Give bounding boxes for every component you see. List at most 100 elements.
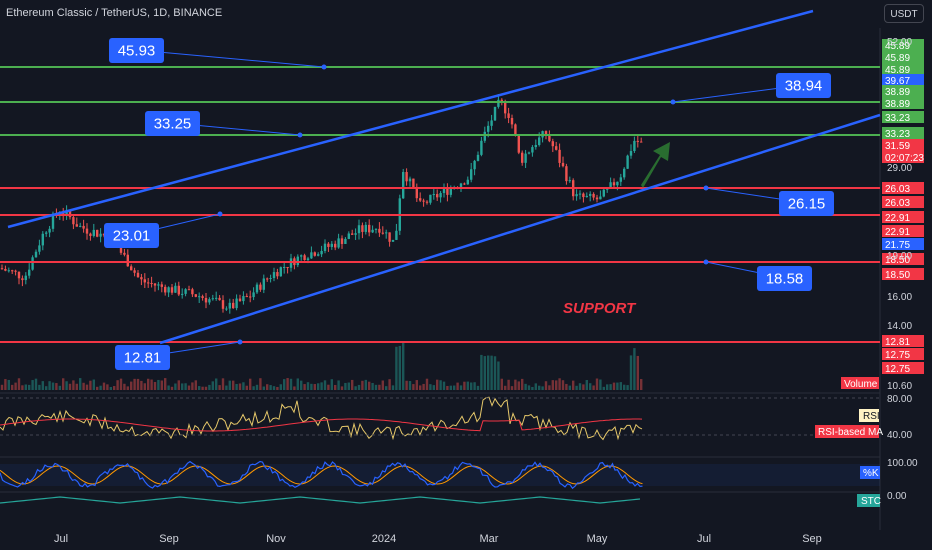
volume-bar xyxy=(177,380,180,390)
volume-bar xyxy=(473,382,476,390)
price-tag-label: 31.59 xyxy=(885,141,910,152)
candle xyxy=(204,297,208,303)
candle xyxy=(79,225,82,227)
volume-bar xyxy=(636,355,639,390)
volume-bar xyxy=(521,378,524,390)
volume-bar xyxy=(640,379,643,390)
volume-bar xyxy=(119,378,123,390)
volume-bar xyxy=(606,384,609,390)
candle xyxy=(565,166,568,182)
volume-bar xyxy=(286,378,289,390)
volume-bar xyxy=(398,345,401,390)
price-callouts[interactable]: 45.93 38.94 33.25 26.15 23.01 18.58 12.81 xyxy=(104,38,834,370)
candle xyxy=(286,267,289,269)
price-tag xyxy=(882,63,924,75)
volume-bar xyxy=(113,386,116,390)
rsi-legend: RSI xyxy=(863,411,880,422)
time-tick: Sep xyxy=(802,533,822,545)
candle xyxy=(11,270,14,272)
price-tag-label: 38.89 xyxy=(885,99,910,110)
stc-legend: STC xyxy=(861,496,881,507)
price-tag xyxy=(882,74,924,86)
volume-bar xyxy=(419,385,422,390)
volume-bar xyxy=(215,378,218,390)
price-tag-label: 26.03 xyxy=(885,184,910,195)
volume-bar xyxy=(143,383,146,390)
time-tick: Mar xyxy=(480,533,499,545)
price-tag xyxy=(882,85,924,97)
volume-bar xyxy=(361,380,364,390)
price-tag-label: 22.91 xyxy=(885,213,910,224)
volume-bar xyxy=(75,383,78,390)
candle xyxy=(170,287,174,293)
candle xyxy=(330,243,333,247)
volume-bar xyxy=(194,380,197,390)
volume-bar xyxy=(21,385,24,390)
callout-label: 12.81 xyxy=(124,350,162,367)
volume-bar xyxy=(510,386,514,390)
price-tag-label: 33.23 xyxy=(885,113,910,124)
price-tag xyxy=(882,139,924,151)
volume-bar xyxy=(58,385,61,390)
time-tick: Jul xyxy=(697,533,711,545)
volume-bar xyxy=(616,382,619,390)
price-tag-label: 45.89 xyxy=(885,41,910,52)
volume-bar xyxy=(388,379,391,390)
volume-bar xyxy=(453,385,456,390)
volume-bar xyxy=(272,386,276,390)
candle xyxy=(534,144,537,148)
volume-bar xyxy=(252,386,255,390)
volume-bar xyxy=(221,378,225,390)
volume-bar xyxy=(408,381,412,390)
price-tick: 10.60 xyxy=(887,381,912,392)
level-lines xyxy=(0,66,880,343)
up-arrow-icon xyxy=(641,142,670,188)
candle xyxy=(636,140,639,142)
price-tag xyxy=(882,182,924,194)
candle xyxy=(31,257,34,270)
candle xyxy=(160,284,163,287)
currency-button[interactable]: USDT xyxy=(884,4,924,23)
callout-anchor xyxy=(297,132,303,138)
candle xyxy=(561,162,565,167)
volume-bar xyxy=(242,382,245,390)
volume-bar xyxy=(276,386,279,390)
callout-leader xyxy=(136,49,325,68)
candle xyxy=(592,193,595,198)
candle xyxy=(395,230,398,240)
candle xyxy=(164,286,167,293)
candle xyxy=(599,196,602,200)
volume-bar xyxy=(320,382,323,390)
volume-bar xyxy=(602,386,605,390)
candle xyxy=(425,201,429,203)
candle xyxy=(578,193,582,195)
candle xyxy=(238,298,242,302)
candle xyxy=(72,217,75,225)
candle xyxy=(174,285,177,293)
candle xyxy=(34,251,38,258)
candle xyxy=(640,141,643,143)
volume-bar xyxy=(344,382,347,390)
candle xyxy=(75,224,78,227)
candle xyxy=(119,247,123,253)
volume-bar xyxy=(595,378,599,390)
price-tick: 52.00 xyxy=(887,37,912,48)
volume-bar xyxy=(96,386,99,390)
stc-tick: 0.00 xyxy=(887,491,907,502)
candle xyxy=(327,243,330,247)
candle xyxy=(245,296,248,298)
candle xyxy=(402,172,405,199)
volume-bar xyxy=(106,384,109,390)
callout-box xyxy=(757,266,812,291)
candle xyxy=(538,137,541,145)
volume-bar xyxy=(514,379,517,390)
candle xyxy=(320,250,323,255)
candle xyxy=(51,213,55,229)
volume-bar xyxy=(4,379,7,390)
volume-bar xyxy=(623,384,626,390)
candle xyxy=(99,233,102,237)
candle xyxy=(218,297,221,301)
candle xyxy=(317,254,320,256)
volume-bar xyxy=(340,386,344,390)
